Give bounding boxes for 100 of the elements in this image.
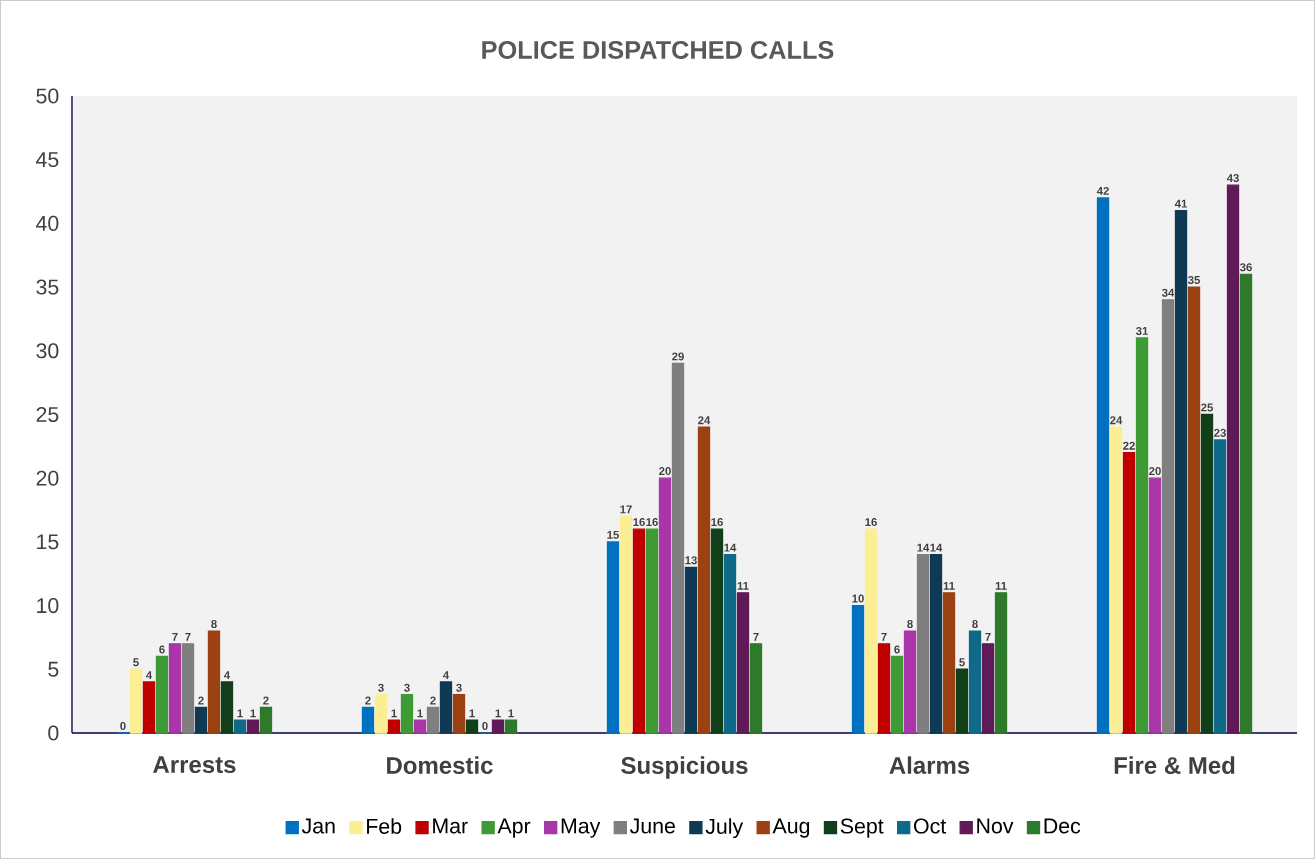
data-label: 24 bbox=[698, 416, 711, 425]
data-label: 4 bbox=[443, 671, 450, 679]
bar bbox=[903, 630, 917, 734]
data-label: 7 bbox=[985, 632, 991, 641]
data-label: 3 bbox=[404, 683, 410, 692]
legend-label: June bbox=[629, 818, 675, 834]
y-tick-label: 30 bbox=[36, 343, 59, 359]
bar bbox=[749, 643, 763, 734]
data-label: 14 bbox=[724, 543, 737, 552]
bar bbox=[259, 706, 273, 734]
bar bbox=[684, 566, 698, 734]
bar bbox=[864, 528, 878, 734]
bar bbox=[233, 719, 247, 734]
data-label: 0 bbox=[120, 721, 126, 730]
bar bbox=[181, 643, 195, 734]
bar bbox=[658, 477, 672, 734]
data-label: 8 bbox=[907, 619, 913, 628]
y-tick-label: 25 bbox=[36, 406, 59, 423]
data-label: 35 bbox=[1187, 275, 1200, 285]
y-tick-label: 40 bbox=[36, 215, 59, 231]
bar bbox=[129, 668, 143, 734]
bar bbox=[994, 592, 1008, 734]
bar bbox=[1187, 286, 1201, 734]
bar bbox=[1096, 197, 1110, 734]
bar bbox=[220, 681, 234, 734]
data-label: 4 bbox=[224, 671, 231, 679]
x-tick-label: Suspicious bbox=[621, 756, 748, 779]
data-label: 31 bbox=[1135, 326, 1148, 335]
data-label: 16 bbox=[865, 518, 877, 527]
bar bbox=[374, 694, 388, 734]
data-label: 14 bbox=[930, 543, 943, 552]
bar bbox=[632, 528, 646, 734]
data-label: 11 bbox=[995, 581, 1007, 590]
legend-label: Dec bbox=[1044, 818, 1081, 834]
legend-label: Oct bbox=[914, 818, 947, 834]
data-label: 16 bbox=[633, 518, 645, 527]
data-label: 8 bbox=[211, 619, 217, 628]
data-label: 2 bbox=[198, 696, 204, 705]
data-label: 16 bbox=[646, 518, 658, 527]
data-label: 25 bbox=[1201, 403, 1213, 412]
x-tick-label: Arrests bbox=[153, 756, 236, 774]
bar bbox=[981, 643, 995, 734]
legend-label: July bbox=[705, 818, 744, 839]
data-label: 1 bbox=[508, 709, 514, 718]
data-label: 4 bbox=[146, 671, 153, 679]
y-tick-label: 45 bbox=[36, 152, 59, 168]
data-label: 34 bbox=[1161, 288, 1175, 297]
bar bbox=[452, 694, 466, 734]
bar bbox=[246, 719, 260, 734]
bar bbox=[426, 706, 440, 734]
data-label: 1 bbox=[237, 709, 243, 718]
bar bbox=[168, 643, 182, 734]
data-label: 16 bbox=[711, 518, 723, 527]
x-tick-label: Fire & Med bbox=[1114, 756, 1235, 774]
x-tick-label: Alarms bbox=[889, 756, 970, 774]
data-label: 20 bbox=[1149, 467, 1161, 476]
bar bbox=[1200, 413, 1214, 734]
bar bbox=[645, 528, 659, 734]
bar bbox=[1213, 439, 1227, 734]
data-label: 10 bbox=[852, 594, 864, 603]
data-label: 6 bbox=[894, 645, 900, 654]
data-label: 11 bbox=[737, 581, 749, 590]
bar bbox=[400, 694, 414, 734]
data-label: 11 bbox=[943, 581, 955, 590]
legend-label: Feb bbox=[367, 818, 402, 834]
bar bbox=[1226, 184, 1240, 734]
y-tick-label: 0 bbox=[48, 725, 59, 741]
bar bbox=[439, 681, 453, 734]
data-label: 0 bbox=[482, 721, 488, 730]
bar bbox=[504, 719, 518, 734]
data-label: 15 bbox=[607, 530, 619, 539]
bar bbox=[1135, 337, 1149, 734]
bar bbox=[207, 630, 221, 734]
data-label: 1 bbox=[469, 709, 475, 718]
bar bbox=[877, 643, 891, 734]
legend-label: Mar bbox=[433, 818, 468, 834]
bar bbox=[1239, 273, 1253, 734]
bar bbox=[387, 719, 401, 734]
data-label: 17 bbox=[620, 505, 632, 514]
data-label: 3 bbox=[378, 683, 384, 692]
bar bbox=[929, 553, 943, 734]
bar bbox=[1109, 426, 1123, 734]
data-label: 3 bbox=[456, 683, 462, 692]
bar bbox=[142, 681, 156, 734]
legend-label: May bbox=[561, 818, 601, 838]
data-label: 7 bbox=[172, 632, 178, 641]
data-label: 1 bbox=[391, 709, 397, 718]
bar bbox=[361, 706, 375, 734]
legend-label: Jan bbox=[301, 818, 335, 834]
chart-title: POLICE DISPATCHED CALLS bbox=[482, 41, 834, 59]
data-label: 5 bbox=[133, 658, 139, 667]
bar bbox=[736, 592, 750, 734]
bar bbox=[1122, 452, 1136, 734]
data-label: 20 bbox=[659, 467, 671, 476]
y-tick-label: 20 bbox=[36, 470, 59, 486]
bar bbox=[890, 655, 904, 734]
bar bbox=[710, 528, 724, 734]
bar bbox=[723, 553, 737, 734]
bar bbox=[916, 553, 930, 734]
data-label: 8 bbox=[972, 619, 978, 628]
